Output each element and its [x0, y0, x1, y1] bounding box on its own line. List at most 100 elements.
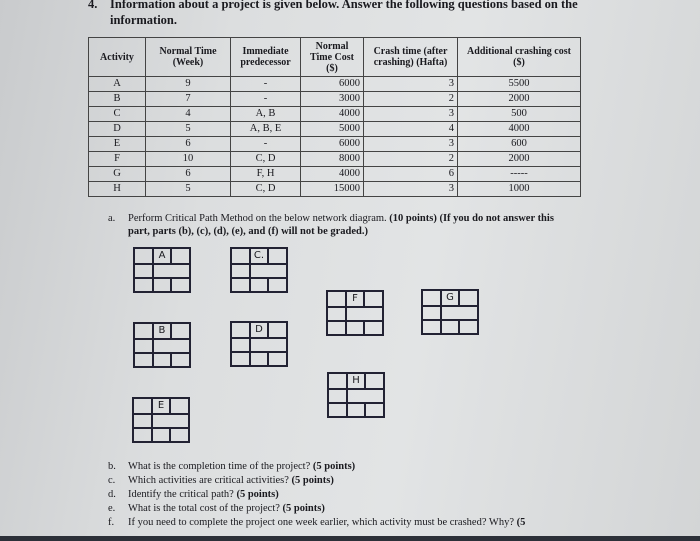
question-label: d. [108, 489, 116, 500]
ls-cell [134, 278, 153, 292]
question-body: What is the completion time of the proje… [128, 461, 311, 472]
ls-cell [231, 278, 250, 292]
cell-crash-time: 3 [363, 106, 458, 122]
duration-cell [231, 264, 250, 278]
cell-crash-cost: 600 [457, 136, 581, 152]
cell-crash-time: 2 [363, 91, 458, 107]
activity-node-box: G [421, 289, 479, 335]
activity-node-box: A [133, 247, 191, 293]
lf-cell [365, 403, 384, 417]
cell-normal-time: 9 [145, 76, 231, 92]
activity-label: A [152, 248, 172, 264]
question-points: (5 points) [312, 461, 356, 472]
slack-cell [151, 428, 171, 442]
question-text: What is the completion time of the proje… [128, 460, 355, 474]
lf-cell [171, 353, 190, 367]
activity-detail-cell [151, 414, 189, 428]
question-number: 4. [88, 0, 98, 11]
activity-node-box: E [132, 397, 190, 443]
es-cell [327, 291, 346, 307]
lf-cell [268, 352, 287, 366]
cell-activity: H [88, 181, 146, 197]
cell-normal-cost: 6000 [300, 76, 364, 92]
es-cell [134, 323, 153, 339]
es-cell [328, 373, 347, 389]
table-row: G 6 F, H 4000 6 ----- [88, 166, 581, 182]
activity-label: D [249, 322, 269, 338]
cell-predecessor: - [230, 91, 301, 107]
es-cell [422, 290, 441, 306]
cell-normal-time: 6 [145, 136, 231, 152]
cell-predecessor: - [230, 76, 301, 92]
table-row: F 10 C, D 8000 2 2000 [88, 151, 581, 167]
activity-detail-cell [249, 264, 287, 278]
table-row: E 6-6000 3 600 [88, 136, 581, 152]
question-body: Identify the critical path? [128, 489, 234, 500]
activity-detail-cell [346, 389, 384, 403]
activity-label: F [345, 291, 365, 307]
ef-cell [171, 248, 190, 264]
ls-cell [327, 321, 346, 335]
question-text: Information about a project is given bel… [110, 0, 578, 27]
cell-predecessor: F, H [230, 166, 301, 182]
cell-normal-time: 5 [145, 121, 231, 137]
cell-normal-time: 6 [145, 166, 231, 182]
part-a-instruction: Perform Critical Path Method on the belo… [128, 213, 387, 224]
cell-predecessor: - [230, 136, 301, 152]
cell-crash-time: 3 [363, 76, 458, 92]
duration-cell [327, 307, 346, 321]
es-cell [134, 248, 153, 264]
duration-cell [328, 389, 347, 403]
question-points: (5 points) [282, 503, 325, 514]
activity-detail-cell [152, 339, 190, 353]
cell-normal-cost: 4000 [300, 166, 364, 182]
cell-crash-time: 4 [363, 121, 458, 137]
cell-activity: G [88, 166, 146, 182]
duration-cell [231, 338, 250, 352]
header-crash-cost: Additional crashing cost ($) [457, 37, 581, 77]
cell-crash-cost: 2000 [457, 151, 581, 167]
es-cell [231, 322, 250, 338]
cell-normal-cost: 5000 [300, 121, 364, 137]
ls-cell [328, 403, 347, 417]
table-header-row: Activity Normal Time (Week) Immediate pr… [88, 37, 581, 77]
header-predecessor: Immediate predecessor [230, 37, 301, 77]
cell-activity: C [88, 106, 146, 122]
cell-predecessor: C, D [230, 151, 301, 167]
cell-normal-cost: 8000 [300, 151, 364, 167]
header-normal-cost: Normal Time Cost ($) [300, 37, 364, 77]
cell-normal-time: 7 [145, 91, 231, 107]
slack-cell [346, 403, 366, 417]
question-body: Which activities are critical activities… [128, 475, 289, 486]
header-activity: Activity [88, 37, 146, 77]
ls-cell [133, 428, 152, 442]
cell-crash-cost: 4000 [457, 121, 581, 137]
lf-cell [171, 278, 190, 292]
cell-normal-time: 4 [145, 106, 231, 122]
cell-normal-cost: 3000 [300, 91, 364, 107]
cell-normal-time: 5 [145, 181, 231, 197]
cell-crash-time: 6 [363, 166, 458, 182]
lf-cell [268, 278, 287, 292]
activity-detail-cell [152, 264, 190, 278]
slack-cell [440, 320, 460, 334]
slack-cell [152, 278, 172, 292]
activity-detail-cell [345, 307, 383, 321]
question-points: (5 points) [236, 489, 279, 500]
activity-label: C. [249, 248, 269, 264]
ls-cell [231, 352, 250, 366]
cell-activity: D [88, 121, 146, 137]
question-label: f. [108, 517, 115, 528]
question-text: If you need to complete the project one … [128, 516, 525, 530]
activity-node-box: H [327, 372, 385, 418]
cell-crash-cost: 2000 [457, 91, 581, 107]
ef-cell [268, 322, 287, 338]
table-row: D 5 A, B, E 5000 4 4000 [88, 121, 581, 137]
cell-activity: F [88, 151, 146, 167]
question-body: If you need to complete the project one … [128, 517, 514, 528]
question-label: b. [108, 461, 116, 472]
ef-cell [365, 373, 384, 389]
question-label: e. [108, 503, 116, 514]
cell-predecessor: C, D [230, 181, 301, 197]
ef-cell [459, 290, 478, 306]
